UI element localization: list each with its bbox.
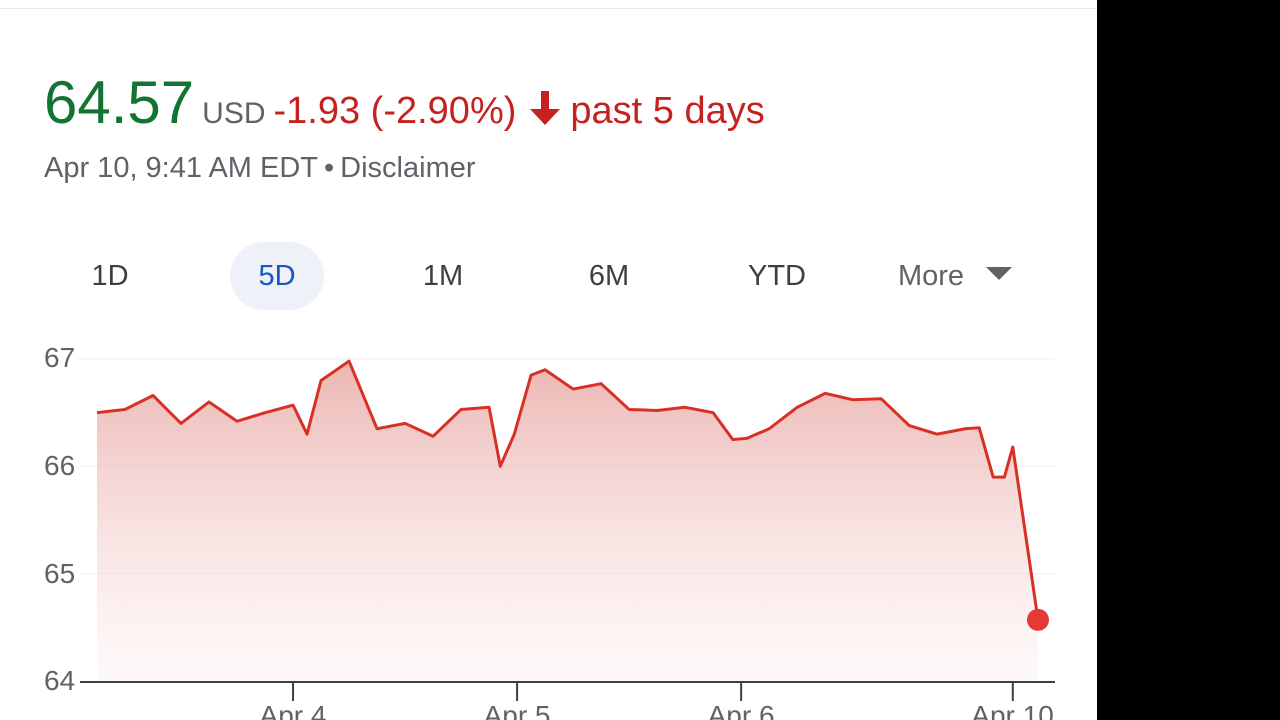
last-price-dot — [1027, 608, 1049, 631]
period-label: past 5 days — [570, 90, 765, 132]
y-tick-label: 66 — [44, 450, 76, 481]
currency-label: USD — [202, 97, 266, 130]
tab-6m[interactable]: 6M — [588, 260, 630, 292]
y-tick-label: 64 — [44, 665, 76, 696]
more-label: More — [897, 260, 965, 292]
top-divider — [0, 8, 1097, 9]
x-tick-label: Apr 6 — [707, 700, 775, 720]
active-tab-highlight — [230, 242, 324, 310]
range-tabs: 1D 5D 1M 6M YTD More — [0, 238, 1097, 314]
y-tick-label: 67 — [44, 342, 76, 373]
y-tick-label: 65 — [44, 558, 76, 589]
arrow-down-icon — [528, 89, 562, 127]
price-area-fill — [97, 361, 1038, 681]
x-tick-label: Apr 10 — [971, 700, 1054, 720]
timestamp-row: Apr 10, 9:41 AM EDT • Disclaimer — [44, 152, 476, 185]
tab-1d[interactable]: 1D — [91, 260, 129, 292]
price-line — [96, 359, 1040, 621]
black-margin — [1097, 0, 1280, 720]
x-tick-label: Apr 4 — [259, 700, 327, 720]
tab-ytd[interactable]: YTD — [748, 260, 806, 292]
stock-quote-panel: 64.57 USD -1.93 (-2.90%) past 5 days Apr 1… — [0, 0, 1097, 720]
tab-more[interactable]: More — [880, 238, 1030, 314]
price-chart — [80, 358, 1055, 701]
tab-5d[interactable]: 5D — [258, 260, 296, 292]
quote-timestamp: Apr 10, 9:41 AM EDT — [44, 152, 319, 184]
caret-down-icon — [986, 267, 1013, 280]
current-price: 64.57 — [44, 69, 195, 136]
price-row: 64.57 USD -1.93 (-2.90%) past 5 days — [44, 68, 765, 137]
tab-1m[interactable]: 1M — [422, 260, 464, 292]
disclaimer-link[interactable]: Disclaimer — [340, 152, 476, 184]
separator-dot: • — [324, 152, 335, 184]
x-tick-label: Apr 5 — [483, 700, 551, 720]
price-change: -1.93 (-2.90%) — [273, 90, 517, 132]
